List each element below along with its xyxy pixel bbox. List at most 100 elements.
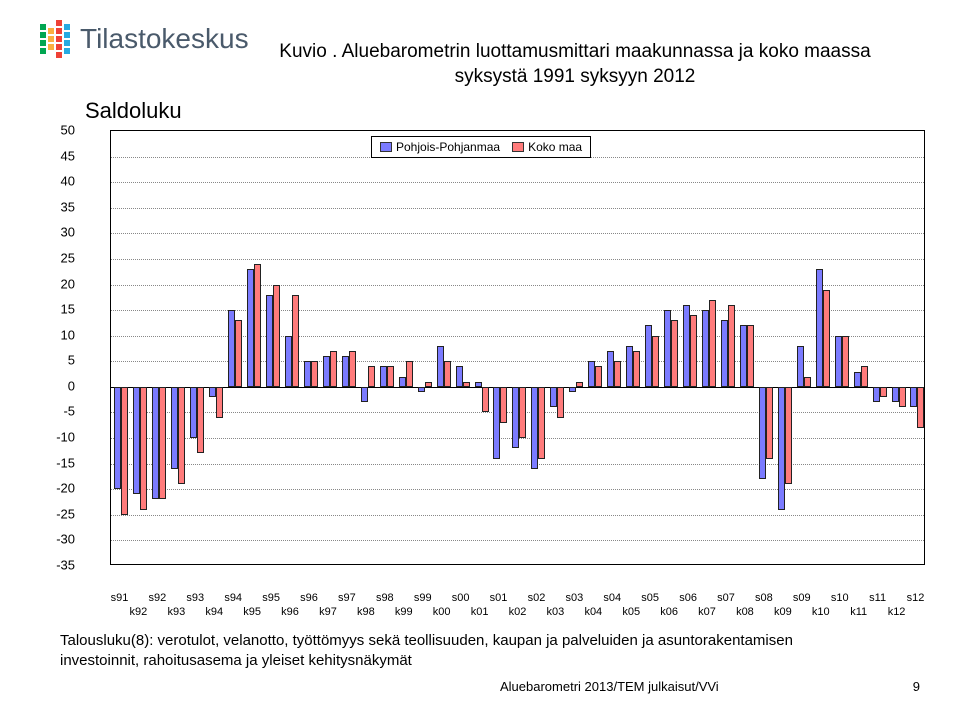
bar-pp [778, 387, 785, 510]
logo-square [40, 48, 46, 54]
bar-pp [645, 325, 652, 386]
x-tick-label: s05 [641, 592, 659, 605]
bar-pp [247, 269, 254, 387]
bar-km [273, 285, 280, 387]
bar-pp [380, 366, 387, 386]
x-tick-label: s95 [262, 592, 280, 605]
logo-square [48, 44, 54, 50]
bar-pp [190, 387, 197, 438]
x-tick-label: s99 [414, 592, 432, 605]
x-tick-label: s91 [111, 592, 129, 605]
grid-line [111, 259, 924, 260]
logo-square [64, 24, 70, 30]
x-tick-label: s07 [717, 592, 735, 605]
bar-km [709, 300, 716, 387]
y-tick-label: 5 [45, 353, 75, 368]
grid-line [111, 182, 924, 183]
bar-pp [171, 387, 178, 469]
caption-line1: Talousluku(8): verotulot, velanotto, työ… [60, 631, 900, 651]
bar-km [292, 295, 299, 387]
page-number: 9 [913, 679, 920, 694]
x-tick-label: k08 [736, 606, 754, 619]
x-tick-label: s01 [490, 592, 508, 605]
logo-square [64, 40, 70, 46]
y-tick-label: -35 [45, 558, 75, 573]
logo-square [40, 32, 46, 38]
x-tick-label: s08 [755, 592, 773, 605]
bar-pp [664, 310, 671, 387]
x-tick-label: k03 [547, 606, 565, 619]
chart-title-line2: syksystä 1991 syksyyn 2012 [250, 65, 900, 90]
grid-line [111, 208, 924, 209]
bar-km [140, 387, 147, 510]
bar-pp [342, 356, 349, 387]
x-tick-label: s00 [452, 592, 470, 605]
legend: Pohjois-Pohjanmaa Koko maa [371, 136, 591, 158]
x-tick-label: k11 [850, 606, 867, 619]
y-tick-label: 10 [45, 327, 75, 342]
bar-pp [683, 305, 690, 387]
x-tick-label: s93 [186, 592, 204, 605]
bar-km [311, 361, 318, 387]
bar-km [425, 382, 432, 387]
bar-pp [607, 351, 614, 387]
bar-pp [512, 387, 519, 448]
bar-km [785, 387, 792, 484]
bar-km [519, 387, 526, 438]
y-tick-label: -20 [45, 481, 75, 496]
x-tick-label: k00 [433, 606, 451, 619]
bar-km [178, 387, 185, 484]
chart-title: Kuvio . Aluebarometrin luottamusmittari … [250, 40, 900, 89]
bar-km [652, 336, 659, 387]
legend-label: Pohjois-Pohjanmaa [396, 140, 500, 154]
bar-km [482, 387, 489, 413]
bar-pp [285, 336, 292, 387]
bar-km [899, 387, 906, 407]
x-tick-label: k01 [471, 606, 489, 619]
bar-km [823, 290, 830, 387]
x-tick-label: k02 [509, 606, 527, 619]
logo-square [56, 52, 62, 58]
bar-km [444, 361, 451, 387]
x-tick-label: k12 [888, 606, 906, 619]
x-tick-label: s03 [565, 592, 583, 605]
bar-km [463, 382, 470, 387]
bar-km [614, 361, 621, 387]
bar-km [557, 387, 564, 418]
x-tick-label: k95 [243, 606, 261, 619]
x-tick-label: s04 [603, 592, 621, 605]
y-tick-label: 35 [45, 199, 75, 214]
x-tick-label: k93 [167, 606, 185, 619]
bar-km [633, 351, 640, 387]
x-tick-label: s94 [224, 592, 242, 605]
bar-pp [702, 310, 709, 387]
bar-km [671, 320, 678, 387]
logo-square [56, 28, 62, 34]
bar-km [880, 387, 887, 397]
grid-line [111, 464, 924, 465]
x-tick-label: s12 [907, 592, 925, 605]
y-axis-title: Saldoluku [85, 98, 182, 124]
bar-km [121, 387, 128, 515]
bar-pp [114, 387, 121, 489]
y-tick-label: -30 [45, 532, 75, 547]
y-tick-label: -10 [45, 430, 75, 445]
legend-item: Koko maa [512, 140, 582, 154]
chart-title-line1: Kuvio . Aluebarometrin luottamusmittari … [250, 40, 900, 65]
bar-pp [266, 295, 273, 387]
x-tick-label: k97 [319, 606, 337, 619]
logo-square [48, 28, 54, 34]
x-tick-label: k06 [660, 606, 678, 619]
grid-line [111, 489, 924, 490]
bar-pp [133, 387, 140, 494]
grid-line [111, 515, 924, 516]
bar-pp [910, 387, 917, 407]
bar-pp [816, 269, 823, 387]
footer-source: Aluebarometri 2013/TEM julkaisut/VVi [500, 679, 719, 694]
x-tick-label: s02 [528, 592, 546, 605]
y-tick-label: 45 [45, 148, 75, 163]
x-tick-label: k09 [774, 606, 792, 619]
caption: Talousluku(8): verotulot, velanotto, työ… [60, 631, 900, 670]
bar-pp [228, 310, 235, 387]
bar-pp [759, 387, 766, 479]
